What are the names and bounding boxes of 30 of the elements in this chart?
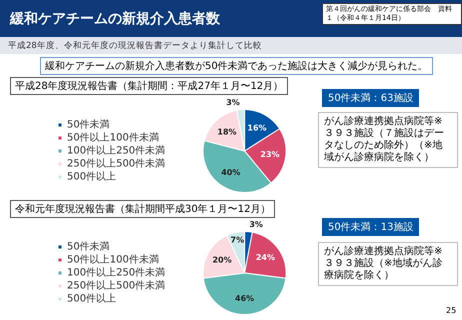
text: 50件未満：13施設 bbox=[322, 218, 420, 236]
legend-label: 500件以上 bbox=[67, 170, 116, 183]
data-label: 3% bbox=[226, 98, 240, 107]
legend-label: 100件以上250件未満 bbox=[67, 266, 166, 279]
legend-label: 100件以上250件未満 bbox=[67, 144, 166, 157]
legend-label: 50件以上100件未満 bbox=[67, 132, 159, 144]
text: がん診療連携拠点病院等※ ３９３施設（※地域がん診療病院を除く） bbox=[318, 242, 458, 286]
data-label: 23% bbox=[260, 150, 280, 160]
data-label: 20% bbox=[212, 256, 232, 265]
legend-label: 50件以上100件未満 bbox=[67, 254, 159, 266]
text: 緩和ケアチームの新規介入患者数が50件未満であった施設は大きく減少が見られた。 bbox=[40, 57, 433, 75]
legend-label: 250件以上500件未満 bbox=[67, 280, 166, 292]
data-label: 24% bbox=[256, 252, 275, 262]
text: 緩和ケアチームの新規介入患者数 bbox=[10, 10, 220, 28]
chart-title: 平成28年度現況報告書（集計期間：平成27年１月〜12月） bbox=[10, 77, 288, 95]
chart-title: 令和元年度現況報告書（集計期間平成30年１月〜12月） bbox=[10, 200, 276, 218]
legend-label: 500件以上 bbox=[67, 292, 116, 305]
data-label: 40% bbox=[221, 168, 240, 177]
data-label: 46% bbox=[235, 294, 254, 303]
legend-label: 250件以上500件未満 bbox=[67, 158, 166, 170]
data-label: 3% bbox=[249, 220, 263, 229]
data-label: 16% bbox=[247, 124, 267, 133]
text: 50件未満：63施設 bbox=[322, 89, 420, 107]
text: 25 bbox=[446, 306, 456, 315]
text: 平成28年度、令和元年度の現況報告書データより集計して比較 bbox=[8, 40, 262, 52]
data-label: 7% bbox=[230, 236, 244, 245]
legend-label: 50件未満 bbox=[67, 240, 110, 253]
legend-label: 50件未満 bbox=[67, 118, 110, 131]
text: がん診療連携拠点病院等※ ３９３施設（７施設はデータなしのため除外）（※地域がん診療病院を除く） bbox=[318, 112, 458, 168]
data-label: 18% bbox=[217, 127, 237, 136]
